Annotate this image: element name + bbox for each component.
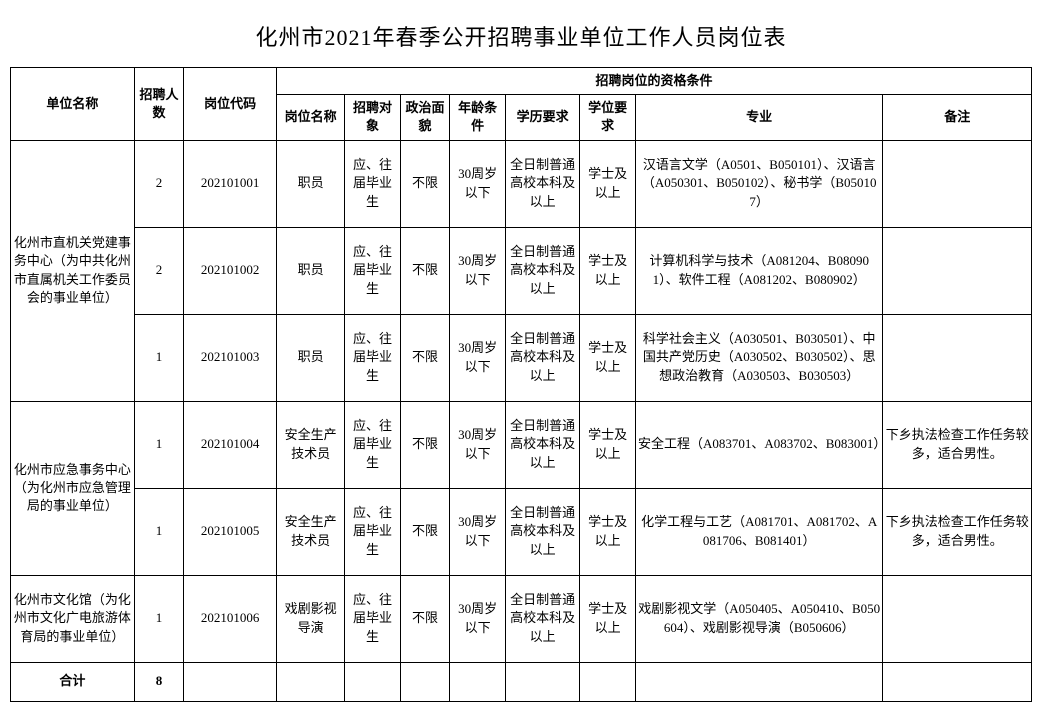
- cell-code: 202101001: [184, 140, 277, 227]
- total-empty: [184, 662, 277, 701]
- cell-degree: 学士及以上: [580, 488, 636, 575]
- cell-age: 30周岁以下: [450, 314, 506, 401]
- cell-count: 1: [134, 488, 184, 575]
- cell-target: 应、往届毕业生: [345, 575, 401, 662]
- table-row: 2202101002职员应、往届毕业生不限30周岁以下全日制普通高校本科及以上学…: [11, 227, 1032, 314]
- cell-age: 30周岁以下: [450, 401, 506, 488]
- header-political: 政治面貌: [400, 95, 450, 140]
- table-body: 化州市直机关党建事务中心（为中共化州市直属机关工作委员会的事业单位）220210…: [11, 140, 1032, 701]
- header-unit: 单位名称: [11, 68, 135, 141]
- header-posname: 岗位名称: [277, 95, 345, 140]
- job-table: 单位名称 招聘人数 岗位代码 招聘岗位的资格条件 岗位名称 招聘对象 政治面貌 …: [10, 67, 1032, 702]
- cell-posname: 戏剧影视导演: [277, 575, 345, 662]
- cell-age: 30周岁以下: [450, 140, 506, 227]
- cell-target: 应、往届毕业生: [345, 227, 401, 314]
- cell-count: 1: [134, 401, 184, 488]
- cell-target: 应、往届毕业生: [345, 401, 401, 488]
- header-degree: 学位要求: [580, 95, 636, 140]
- cell-major: 计算机科学与技术（A081204、B080901）、软件工程（A081202、B…: [635, 227, 883, 314]
- cell-major: 科学社会主义（A030501、B030501）、中国共产党历史（A030502、…: [635, 314, 883, 401]
- cell-remark: [883, 227, 1032, 314]
- cell-code: 202101003: [184, 314, 277, 401]
- cell-major: 汉语言文学（A0501、B050101）、汉语言（A050301、B050102…: [635, 140, 883, 227]
- cell-political: 不限: [400, 401, 450, 488]
- total-empty: [345, 662, 401, 701]
- total-empty: [635, 662, 883, 701]
- total-empty: [277, 662, 345, 701]
- cell-target: 应、往届毕业生: [345, 314, 401, 401]
- cell-posname: 职员: [277, 140, 345, 227]
- cell-unit: 化州市直机关党建事务中心（为中共化州市直属机关工作委员会的事业单位）: [11, 140, 135, 401]
- cell-remark: 下乡执法检查工作任务较多，适合男性。: [883, 488, 1032, 575]
- total-empty: [580, 662, 636, 701]
- page-title: 化州市2021年春季公开招聘事业单位工作人员岗位表: [10, 20, 1032, 52]
- cell-degree: 学士及以上: [580, 227, 636, 314]
- table-row: 化州市直机关党建事务中心（为中共化州市直属机关工作委员会的事业单位）220210…: [11, 140, 1032, 227]
- cell-education: 全日制普通高校本科及以上: [506, 575, 580, 662]
- cell-age: 30周岁以下: [450, 575, 506, 662]
- table-row: 1202101003职员应、往届毕业生不限30周岁以下全日制普通高校本科及以上学…: [11, 314, 1032, 401]
- cell-education: 全日制普通高校本科及以上: [506, 488, 580, 575]
- table-row: 化州市应急事务中心（为化州市应急管理局的事业单位）1202101004安全生产技…: [11, 401, 1032, 488]
- cell-political: 不限: [400, 575, 450, 662]
- cell-unit: 化州市文化馆（为化州市文化广电旅游体育局的事业单位）: [11, 575, 135, 662]
- total-empty: [506, 662, 580, 701]
- cell-degree: 学士及以上: [580, 401, 636, 488]
- total-empty: [883, 662, 1032, 701]
- table-row: 1202101005安全生产技术员应、往届毕业生不限30周岁以下全日制普通高校本…: [11, 488, 1032, 575]
- cell-degree: 学士及以上: [580, 314, 636, 401]
- header-code: 岗位代码: [184, 68, 277, 141]
- cell-degree: 学士及以上: [580, 575, 636, 662]
- cell-target: 应、往届毕业生: [345, 488, 401, 575]
- table-header: 单位名称 招聘人数 岗位代码 招聘岗位的资格条件 岗位名称 招聘对象 政治面貌 …: [11, 68, 1032, 141]
- cell-education: 全日制普通高校本科及以上: [506, 314, 580, 401]
- header-target: 招聘对象: [345, 95, 401, 140]
- cell-age: 30周岁以下: [450, 227, 506, 314]
- cell-remark: [883, 314, 1032, 401]
- header-education: 学历要求: [506, 95, 580, 140]
- header-qual-group: 招聘岗位的资格条件: [277, 68, 1032, 95]
- cell-target: 应、往届毕业生: [345, 140, 401, 227]
- total-value: 8: [134, 662, 184, 701]
- cell-major: 安全工程（A083701、A083702、B083001）: [635, 401, 883, 488]
- cell-remark: [883, 575, 1032, 662]
- cell-unit: 化州市应急事务中心（为化州市应急管理局的事业单位）: [11, 401, 135, 575]
- cell-posname: 安全生产技术员: [277, 401, 345, 488]
- total-empty: [400, 662, 450, 701]
- cell-code: 202101005: [184, 488, 277, 575]
- header-count: 招聘人数: [134, 68, 184, 141]
- cell-major: 化学工程与工艺（A081701、A081702、A081706、B081401）: [635, 488, 883, 575]
- cell-remark: [883, 140, 1032, 227]
- cell-count: 2: [134, 227, 184, 314]
- cell-political: 不限: [400, 488, 450, 575]
- cell-remark: 下乡执法检查工作任务较多，适合男性。: [883, 401, 1032, 488]
- header-remark: 备注: [883, 95, 1032, 140]
- cell-posname: 职员: [277, 227, 345, 314]
- header-age: 年龄条件: [450, 95, 506, 140]
- cell-posname: 安全生产技术员: [277, 488, 345, 575]
- total-row: 合计8: [11, 662, 1032, 701]
- cell-code: 202101004: [184, 401, 277, 488]
- cell-code: 202101006: [184, 575, 277, 662]
- cell-count: 2: [134, 140, 184, 227]
- cell-posname: 职员: [277, 314, 345, 401]
- cell-count: 1: [134, 314, 184, 401]
- cell-age: 30周岁以下: [450, 488, 506, 575]
- cell-education: 全日制普通高校本科及以上: [506, 401, 580, 488]
- table-row: 化州市文化馆（为化州市文化广电旅游体育局的事业单位）1202101006戏剧影视…: [11, 575, 1032, 662]
- cell-code: 202101002: [184, 227, 277, 314]
- cell-major: 戏剧影视文学（A050405、A050410、B050604）、戏剧影视导演（B…: [635, 575, 883, 662]
- cell-political: 不限: [400, 314, 450, 401]
- total-label: 合计: [11, 662, 135, 701]
- header-major: 专业: [635, 95, 883, 140]
- cell-count: 1: [134, 575, 184, 662]
- cell-political: 不限: [400, 227, 450, 314]
- cell-political: 不限: [400, 140, 450, 227]
- cell-degree: 学士及以上: [580, 140, 636, 227]
- total-empty: [450, 662, 506, 701]
- cell-education: 全日制普通高校本科及以上: [506, 140, 580, 227]
- cell-education: 全日制普通高校本科及以上: [506, 227, 580, 314]
